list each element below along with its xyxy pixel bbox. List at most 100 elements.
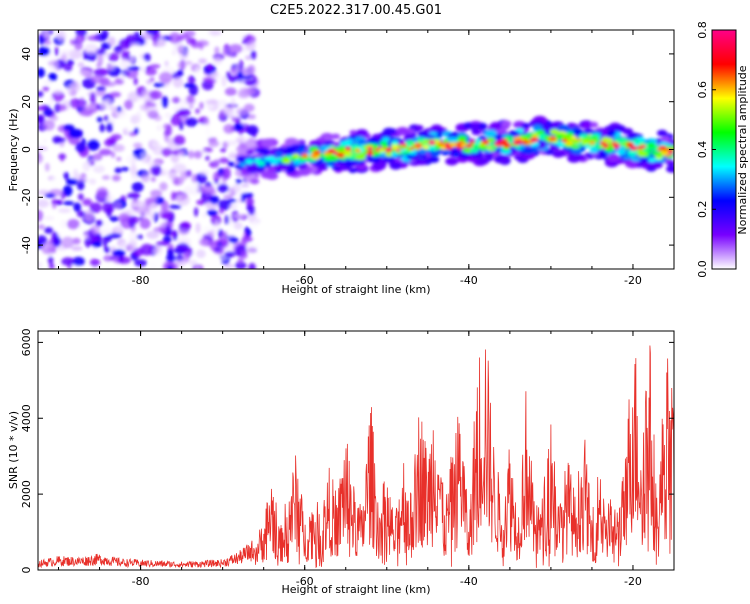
signal-blob bbox=[445, 157, 459, 166]
noise-blob bbox=[60, 153, 65, 162]
signal-blob bbox=[489, 121, 503, 130]
snr-y-tick-label: 6000 bbox=[20, 328, 33, 356]
signal-blob bbox=[500, 140, 509, 145]
noise-blob bbox=[108, 106, 118, 111]
noise-blob bbox=[234, 261, 247, 269]
signal-blob bbox=[383, 155, 395, 163]
noise-blob bbox=[136, 111, 141, 123]
noise-blob bbox=[109, 233, 122, 239]
noise-blob bbox=[78, 109, 93, 117]
spectrogram-y-tick-label: -20 bbox=[20, 188, 33, 206]
noise-blob bbox=[138, 216, 143, 221]
noise-blob bbox=[63, 201, 75, 206]
signal-blob bbox=[591, 135, 599, 140]
noise-blob bbox=[58, 208, 71, 214]
noise-blob bbox=[157, 38, 168, 50]
signal-blob bbox=[449, 142, 458, 148]
noise-blob bbox=[145, 67, 157, 76]
noise-blob bbox=[245, 243, 256, 254]
noise-blob bbox=[140, 66, 145, 73]
signal-blob bbox=[260, 138, 275, 148]
signal-blob bbox=[612, 144, 620, 149]
noise-blob bbox=[146, 230, 160, 239]
noise-blob bbox=[91, 240, 102, 248]
noise-blob bbox=[195, 222, 201, 234]
noise-blob bbox=[245, 40, 256, 51]
noise-blob bbox=[102, 81, 117, 87]
signal-blob bbox=[640, 162, 651, 169]
noise-blob bbox=[128, 231, 138, 243]
noise-blob bbox=[109, 216, 120, 222]
noise-blob bbox=[245, 55, 252, 60]
signal-blob bbox=[388, 128, 398, 134]
noise-blob bbox=[151, 164, 162, 176]
noise-blob bbox=[246, 197, 254, 207]
signal-blob bbox=[548, 136, 557, 142]
noise-blob bbox=[100, 100, 109, 109]
noise-blob bbox=[178, 48, 189, 61]
noise-blob bbox=[172, 176, 184, 186]
noise-blob bbox=[112, 144, 125, 152]
snr-x-tick-label: -20 bbox=[624, 575, 642, 588]
noise-blob bbox=[117, 113, 130, 120]
noise-blob bbox=[216, 100, 228, 108]
signal-blob bbox=[523, 147, 534, 155]
noise-blob bbox=[84, 43, 99, 55]
noise-blob bbox=[242, 184, 249, 194]
noise-blob bbox=[239, 75, 253, 80]
noise-blob bbox=[170, 114, 182, 126]
noise-blob bbox=[156, 124, 162, 132]
spectrogram-marks bbox=[38, 30, 674, 269]
noise-blob bbox=[224, 214, 230, 225]
noise-blob bbox=[173, 135, 186, 146]
signal-blob bbox=[331, 133, 341, 140]
noise-blob bbox=[133, 127, 140, 135]
noise-blob bbox=[120, 58, 130, 69]
noise-blob bbox=[193, 207, 199, 217]
noise-blob bbox=[54, 46, 59, 57]
noise-blob bbox=[112, 174, 121, 182]
noise-blob bbox=[103, 246, 111, 253]
noise-blob bbox=[135, 36, 145, 43]
noise-blob bbox=[43, 40, 52, 45]
noise-blob bbox=[217, 244, 224, 255]
signal-blob bbox=[378, 148, 386, 153]
noise-blob bbox=[177, 60, 187, 70]
snr-y-tick-label: 2000 bbox=[20, 480, 33, 508]
colorbar-tick-label: 0.4 bbox=[696, 141, 709, 159]
noise-blob bbox=[171, 49, 177, 56]
spectrogram-y-tick-label: 20 bbox=[20, 95, 33, 109]
noise-blob bbox=[152, 246, 164, 257]
signal-blob bbox=[260, 170, 274, 179]
signal-blob bbox=[607, 130, 617, 137]
noise-blob bbox=[180, 221, 192, 230]
signal-blob bbox=[299, 163, 308, 169]
noise-blob bbox=[223, 105, 231, 116]
noise-blob bbox=[78, 89, 86, 101]
noise-blob bbox=[38, 91, 44, 98]
signal-blob bbox=[344, 146, 352, 151]
noise-blob bbox=[116, 156, 122, 162]
noise-blob bbox=[198, 238, 209, 246]
noise-blob bbox=[185, 117, 198, 127]
signal-blob bbox=[420, 153, 428, 159]
noise-blob bbox=[66, 84, 73, 94]
noise-blob bbox=[233, 222, 243, 230]
signal-blob bbox=[258, 147, 271, 156]
noise-blob bbox=[77, 193, 84, 201]
signal-blob bbox=[499, 157, 509, 164]
noise-blob bbox=[48, 96, 54, 106]
noise-blob bbox=[66, 219, 80, 230]
signal-blob bbox=[648, 157, 656, 163]
signal-blob bbox=[298, 157, 305, 162]
noise-blob bbox=[50, 176, 62, 188]
noise-blob bbox=[229, 236, 239, 244]
noise-blob bbox=[72, 237, 81, 245]
noise-blob bbox=[147, 161, 161, 167]
noise-blob bbox=[214, 46, 220, 55]
colorbar-tick-label: 0.6 bbox=[696, 81, 709, 99]
noise-blob bbox=[209, 195, 220, 205]
noise-blob bbox=[56, 137, 66, 143]
noise-blob bbox=[44, 193, 56, 198]
noise-blob bbox=[107, 64, 116, 71]
